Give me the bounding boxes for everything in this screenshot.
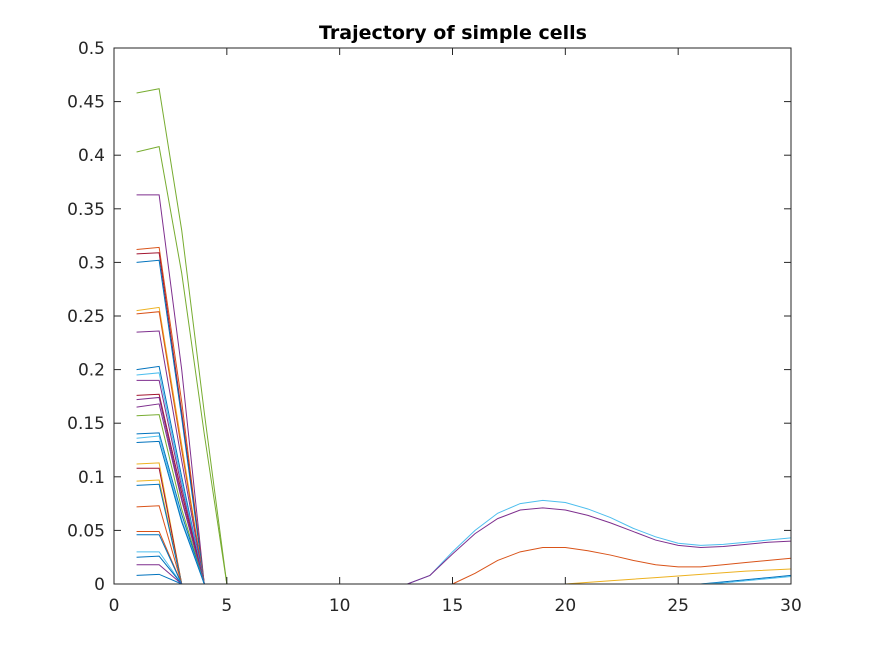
series-line-34 bbox=[565, 568, 792, 585]
y-tick-label: 0.2 bbox=[78, 361, 105, 381]
x-tick-label: 0 bbox=[109, 596, 120, 616]
series-line-26 bbox=[136, 534, 183, 585]
chart-title: Trajectory of simple cells bbox=[319, 22, 587, 44]
y-tick-label: 0.1 bbox=[78, 468, 105, 488]
y-tick-label: 0.4 bbox=[78, 146, 105, 166]
series-line-36 bbox=[700, 576, 792, 585]
series-line-9 bbox=[136, 330, 205, 585]
x-tick-label: 25 bbox=[667, 596, 689, 616]
series-line-6 bbox=[136, 259, 205, 585]
series-line-28 bbox=[136, 555, 183, 585]
series-line-32 bbox=[226, 507, 792, 585]
series-line-29 bbox=[136, 564, 183, 585]
series-line-1 bbox=[136, 88, 228, 585]
series-line-35 bbox=[700, 574, 792, 585]
series-line-10 bbox=[136, 365, 205, 585]
series-line-3 bbox=[136, 194, 205, 585]
series-line-8 bbox=[136, 311, 205, 585]
y-tick-label: 0.35 bbox=[67, 200, 105, 220]
series-line-2 bbox=[136, 146, 228, 585]
axes bbox=[113, 47, 792, 585]
plot-lines bbox=[136, 88, 792, 585]
series-line-13 bbox=[136, 393, 205, 585]
series-line-21 bbox=[136, 467, 183, 585]
y-tick-label: 0.3 bbox=[78, 253, 105, 273]
y-tick-label: 0.25 bbox=[67, 307, 105, 327]
y-tick-label: 0.5 bbox=[78, 39, 105, 59]
y-tick-label: 0.05 bbox=[67, 521, 105, 541]
series-line-4 bbox=[136, 246, 205, 585]
y-tick-label: 0 bbox=[94, 575, 105, 595]
plot-area-frame bbox=[113, 47, 792, 585]
x-axis: 0 5 10 15 20 25 30 bbox=[109, 48, 802, 616]
series-line-19 bbox=[136, 440, 205, 585]
x-tick-label: 5 bbox=[221, 596, 232, 616]
series-line-31 bbox=[136, 499, 792, 585]
series-line-30 bbox=[136, 573, 182, 585]
series-line-27 bbox=[136, 551, 183, 585]
x-tick-label: 15 bbox=[442, 596, 464, 616]
y-tick-label: 0.45 bbox=[67, 93, 105, 113]
x-tick-label: 20 bbox=[555, 596, 577, 616]
y-tick-label: 0.15 bbox=[67, 414, 105, 434]
y-axis: 0 0.05 0.1 0.15 0.2 0.25 0.3 0.35 0.4 0.45 0.5 bbox=[67, 39, 791, 595]
series-line-12 bbox=[136, 379, 205, 585]
series-line-15 bbox=[136, 403, 205, 585]
series-line-17 bbox=[136, 432, 205, 585]
x-tick-label: 10 bbox=[329, 596, 351, 616]
series-line-24 bbox=[136, 505, 183, 585]
series-line-33 bbox=[452, 547, 792, 585]
x-tick-label: 30 bbox=[780, 596, 802, 616]
series-line-23 bbox=[136, 483, 183, 585]
series-line-11 bbox=[136, 372, 205, 585]
series-line-16 bbox=[136, 414, 205, 585]
